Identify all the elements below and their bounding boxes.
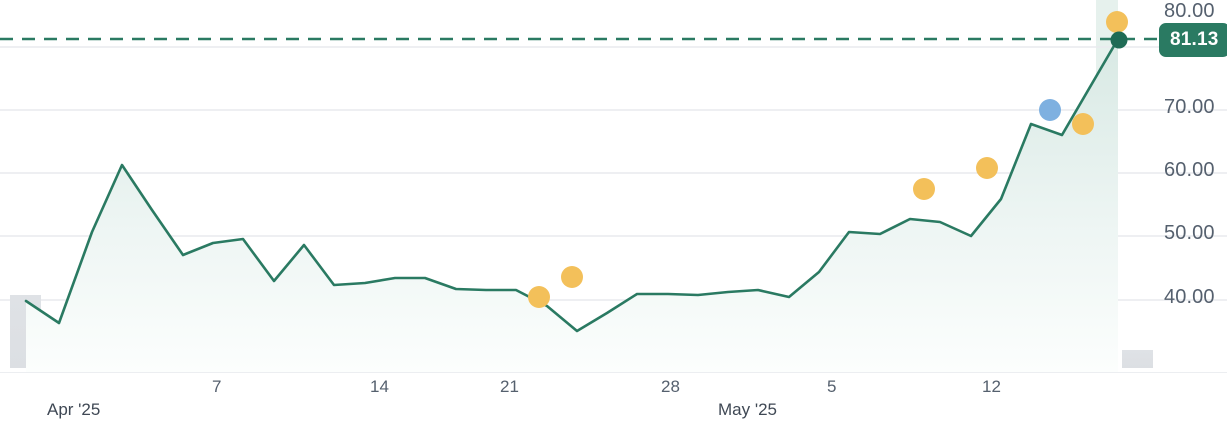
x-tick-label-28: 28 [661, 377, 680, 396]
x-tick-label-12: 12 [982, 377, 1001, 396]
x-group-label-may: May '25 [718, 400, 777, 419]
x-group-label-apr: Apr '25 [47, 400, 101, 419]
x-tick-label-14: 14 [370, 377, 389, 396]
current-value-badge[interactable]: 81.13 [1159, 23, 1227, 57]
x-tick-label-7: 7 [212, 377, 222, 396]
signal-markers[interactable] [528, 11, 1128, 308]
price-area-path [26, 39, 1118, 372]
y-tick-label-60: 60.00 [1164, 159, 1215, 181]
marker-yellow-4 [976, 157, 998, 179]
y-tick-label-80: 80.00 [1164, 0, 1215, 22]
price-area [26, 39, 1118, 372]
marker-yellow-1 [528, 286, 550, 308]
y-tick-label-70: 70.00 [1164, 96, 1215, 118]
volume-bar [1122, 350, 1153, 368]
marker-yellow-6 [1106, 11, 1128, 33]
marker-yellow-2 [561, 266, 583, 288]
price-line-path [24, 37, 1118, 333]
marker-blue-1 [1039, 99, 1061, 121]
axis-separator [0, 372, 1227, 373]
y-tick-label-40: 40.00 [1164, 286, 1215, 308]
marker-yellow-3 [913, 178, 935, 200]
x-tick-label-21: 21 [500, 377, 519, 396]
marker-yellow-5 [1072, 113, 1094, 135]
last-data-point[interactable] [1110, 31, 1128, 49]
price-line [24, 37, 1118, 333]
x-tick-label-5: 5 [827, 377, 837, 396]
y-tick-label-50: 50.00 [1164, 222, 1215, 244]
